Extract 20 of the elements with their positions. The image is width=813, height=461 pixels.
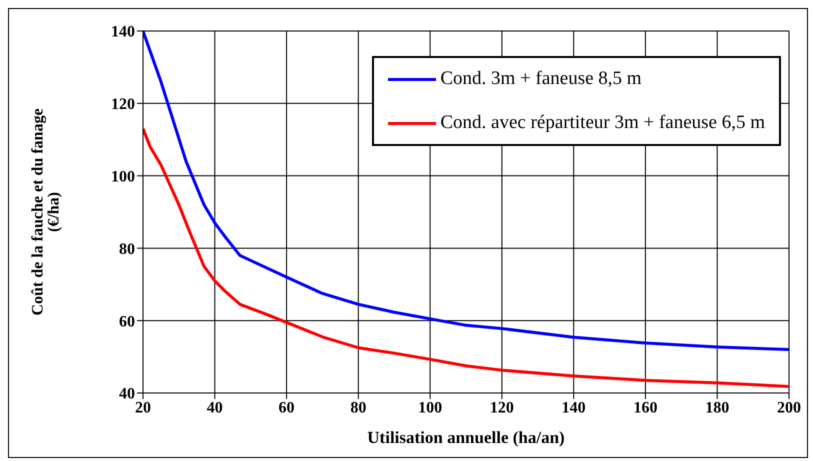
legend-label: Cond. avec répartiteur 3m + faneuse 6,5 m bbox=[440, 112, 765, 134]
y-tick-label: 120 bbox=[111, 96, 135, 114]
y-tick-label: 140 bbox=[111, 24, 135, 41]
x-tick-label: 60 bbox=[278, 399, 295, 416]
x-tick-label: 40 bbox=[206, 399, 223, 416]
x-tick-label: 100 bbox=[418, 399, 442, 416]
x-tick-label: 140 bbox=[562, 399, 586, 416]
y-tick-label: 40 bbox=[119, 386, 135, 403]
legend-label: Cond. 3m + faneuse 8,5 m bbox=[440, 68, 642, 90]
y-tick-label: 60 bbox=[119, 313, 135, 330]
x-axis-title: Utilisation annuelle (ha/an) bbox=[367, 428, 565, 447]
y-tick-label: 100 bbox=[111, 168, 135, 186]
x-tick-label: 200 bbox=[777, 399, 801, 416]
y-axis-title: Coût de la fauche et du fanage (€/ha) bbox=[30, 108, 63, 316]
x-tick-label: 120 bbox=[490, 399, 514, 416]
x-tick-label: 180 bbox=[705, 399, 730, 416]
x-tick-label: 80 bbox=[350, 399, 366, 416]
x-tick-label: 20 bbox=[135, 399, 151, 416]
y-tick-label: 80 bbox=[119, 240, 135, 258]
x-tick-label: 160 bbox=[633, 399, 658, 416]
